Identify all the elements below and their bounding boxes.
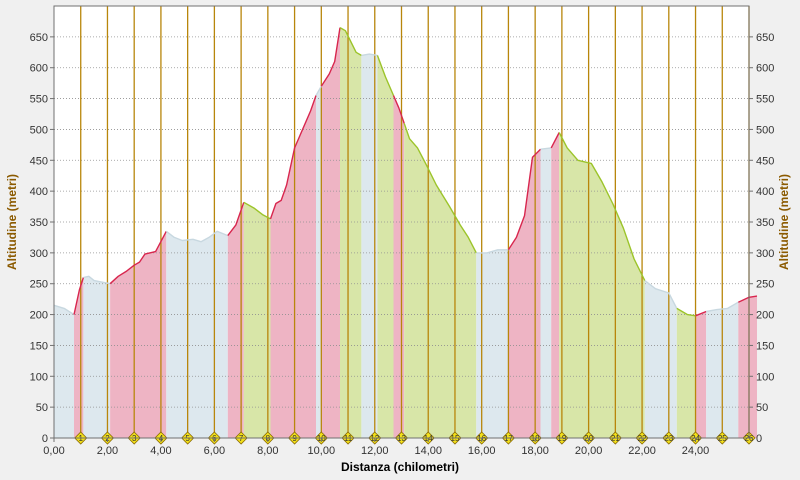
segment-line-up-2 [73, 277, 85, 315]
segment-line-up-6 [227, 202, 245, 237]
segment-fill-flat-9 [316, 86, 322, 438]
segment-fill-flat-16 [476, 249, 509, 438]
y-tick-label-right-400: 400 [756, 186, 774, 198]
x-tick-label-11: 22,00 [628, 445, 656, 457]
segment-fill-up-10 [321, 27, 340, 438]
segment-fill-up-6 [227, 202, 244, 438]
x-tick-label-12: 24,00 [682, 445, 710, 457]
y-tick-label-right-150: 150 [756, 340, 774, 352]
segment-fill-up-17 [508, 149, 541, 438]
segment-fill-up-8 [270, 95, 316, 438]
segment-fill-flat-12 [361, 54, 378, 438]
x-tick-label-9: 18,00 [521, 445, 549, 457]
segment-fill-down-11 [340, 27, 362, 438]
segment-fill-flat-5 [166, 231, 228, 438]
segment-fill-flat-18 [540, 147, 552, 438]
segment-fill-down-13 [377, 55, 394, 439]
segment-fill-down-15 [404, 123, 477, 439]
x-axis-ticks: 0,00 2,00 4,00 6,00 8,00 10,00 12,00 14,00 16,00… [43, 438, 709, 457]
segment-line-up-19 [550, 132, 560, 149]
y-tick-label-right-550: 550 [756, 94, 774, 106]
segment-line-up-23 [695, 310, 707, 317]
y-tick-label-right-200: 200 [756, 310, 774, 322]
x-tick-label-3: 6,00 [204, 445, 225, 457]
y-tick-label-left-200: 200 [30, 310, 48, 322]
segment-line-down-22 [676, 307, 696, 317]
segment-fill-down-7 [243, 202, 271, 438]
segment-fill-up-19 [551, 132, 560, 438]
x-tick-label-7: 14,00 [414, 445, 442, 457]
x-tick-label-1: 2,00 [97, 445, 118, 457]
y-tick-label-right-100: 100 [756, 371, 774, 383]
segment-fill-flat-21 [644, 280, 677, 438]
x-tick-label-6: 12,00 [361, 445, 389, 457]
segment-line-down-13 [376, 55, 395, 96]
y-tick-label-left-50: 50 [36, 402, 48, 414]
y-tick-label-left-550: 550 [30, 94, 48, 106]
horizontal-gridlines [54, 36, 749, 408]
y-tick-label-right-650: 650 [756, 32, 774, 44]
segment-fill-up-25 [738, 296, 757, 438]
elevation-line [53, 26, 758, 317]
segment-line-flat-1 [53, 304, 75, 316]
y-tick-label-right-600: 600 [756, 63, 774, 75]
y-axis-left-ticks: 0 50 100 150 200 250 300 350 400 450 500 550 600 650 [30, 32, 54, 445]
y-tick-label-left-150: 150 [30, 340, 48, 352]
segment-line-flat-16 [476, 249, 509, 254]
segment-line-flat-3 [83, 275, 111, 285]
y-tick-label-left-400: 400 [30, 186, 48, 198]
y-tick-label-right-350: 350 [756, 217, 774, 229]
x-tick-label-5: 10,00 [308, 445, 336, 457]
segment-line-flat-18 [540, 147, 552, 150]
y-tick-label-left-350: 350 [30, 217, 48, 229]
segment-fill-up-14 [393, 95, 405, 438]
y-axis-right-ticks: 0 50 100 150 200 250 300 350 400 450 500 550 600 650 [749, 32, 774, 445]
y-tick-label-left-450: 450 [30, 155, 48, 167]
y-tick-label-right-0: 0 [756, 433, 762, 445]
segment-line-up-17 [507, 148, 541, 251]
segment-line-up-8 [269, 95, 317, 220]
x-tick-label-4: 8,00 [257, 445, 278, 457]
x-tick-label-10: 20,00 [575, 445, 603, 457]
y-tick-label-right-500: 500 [756, 124, 774, 136]
x-tick-label-2: 4,00 [150, 445, 171, 457]
segment-line-down-11 [339, 26, 362, 57]
segment-line-flat-12 [361, 53, 378, 57]
segment-line-down-20 [558, 132, 646, 281]
segment-line-up-10 [320, 27, 341, 87]
segment-line-up-14 [392, 95, 405, 124]
y-tick-label-left-600: 600 [30, 63, 48, 75]
x-tick-label-0: 0,00 [43, 445, 64, 457]
x-axis-title: Distanza (chilometri) [341, 460, 459, 474]
segment-fill-flat-3 [83, 276, 111, 438]
y-tick-label-right-250: 250 [756, 279, 774, 291]
y-tick-label-left-650: 650 [30, 32, 48, 44]
segment-fill-up-23 [695, 311, 707, 438]
segment-fill-flat-1 [54, 305, 74, 438]
y-tick-label-right-300: 300 [756, 248, 774, 260]
y-axis-title-right: Altitudine (metri) [777, 174, 791, 270]
y-tick-label-right-450: 450 [756, 155, 774, 167]
y-tick-label-left-500: 500 [30, 124, 48, 136]
segment-line-flat-9 [315, 85, 322, 96]
y-tick-label-left-100: 100 [30, 371, 48, 383]
segment-line-flat-5 [165, 230, 229, 243]
y-tick-label-right-50: 50 [756, 402, 768, 414]
segment-line-flat-24 [706, 301, 739, 313]
segment-line-down-15 [403, 123, 477, 254]
y-tick-label-left-0: 0 [42, 433, 48, 445]
y-tick-label-left-250: 250 [30, 279, 48, 291]
x-tick-label-8: 16,00 [468, 445, 496, 457]
segment-fill-up-4 [110, 231, 167, 438]
y-tick-label-left-300: 300 [30, 248, 48, 260]
segment-fill-down-22 [676, 308, 696, 438]
segment-line-flat-21 [644, 280, 678, 309]
segment-line-up-4 [109, 230, 167, 285]
y-axis-title-left: Altitudine (metri) [5, 174, 19, 270]
segment-fill-down-20 [559, 132, 645, 438]
segment-line-down-7 [243, 201, 271, 220]
